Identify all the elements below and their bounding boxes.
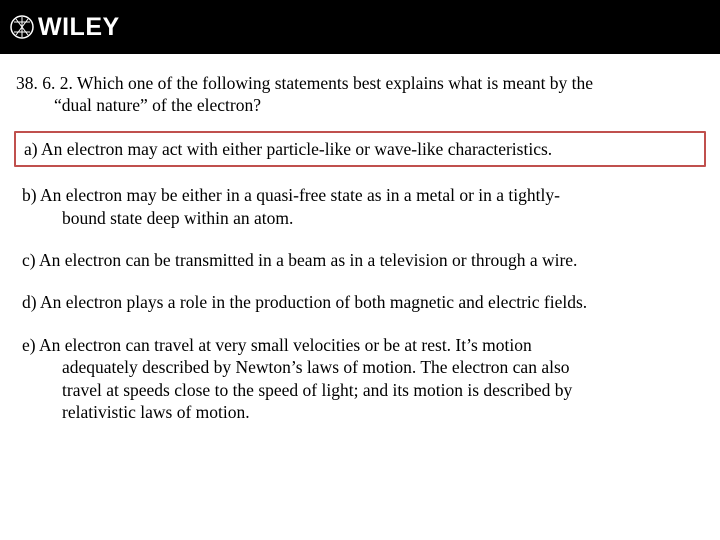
option-d: d) An electron plays a role in the produ… [16, 288, 704, 316]
option-b-line1: b) An electron may be either in a quasi-… [22, 184, 698, 206]
option-e-line4: relativistic laws of motion. [22, 401, 698, 423]
option-c: c) An electron can be transmitted in a b… [16, 246, 704, 274]
question-line1: 38. 6. 2. Which one of the following sta… [16, 72, 704, 94]
option-e-line2: adequately described by Newton’s laws of… [22, 356, 698, 378]
question-line2: “dual nature” of the electron? [16, 94, 704, 116]
option-a: a) An electron may act with either parti… [14, 131, 706, 167]
options-list: a) An electron may act with either parti… [16, 131, 704, 427]
slide-content: 38. 6. 2. Which one of the following sta… [0, 54, 720, 450]
option-b-line2: bound state deep within an atom. [22, 207, 698, 229]
option-c-text: c) An electron can be transmitted in a b… [22, 249, 698, 271]
option-a-text: a) An electron may act with either parti… [24, 138, 696, 160]
option-e-line3: travel at speeds close to the speed of l… [22, 379, 698, 401]
option-d-text: d) An electron plays a role in the produ… [22, 291, 698, 313]
question-text: 38. 6. 2. Which one of the following sta… [16, 72, 704, 117]
option-b: b) An electron may be either in a quasi-… [16, 181, 704, 232]
wiley-icon [10, 15, 34, 39]
publisher-name: WILEY [38, 13, 120, 42]
option-e-line1: e) An electron can travel at very small … [22, 334, 698, 356]
header-bar: WILEY [0, 0, 720, 54]
option-e: e) An electron can travel at very small … [16, 331, 704, 427]
publisher-logo: WILEY [10, 13, 120, 42]
